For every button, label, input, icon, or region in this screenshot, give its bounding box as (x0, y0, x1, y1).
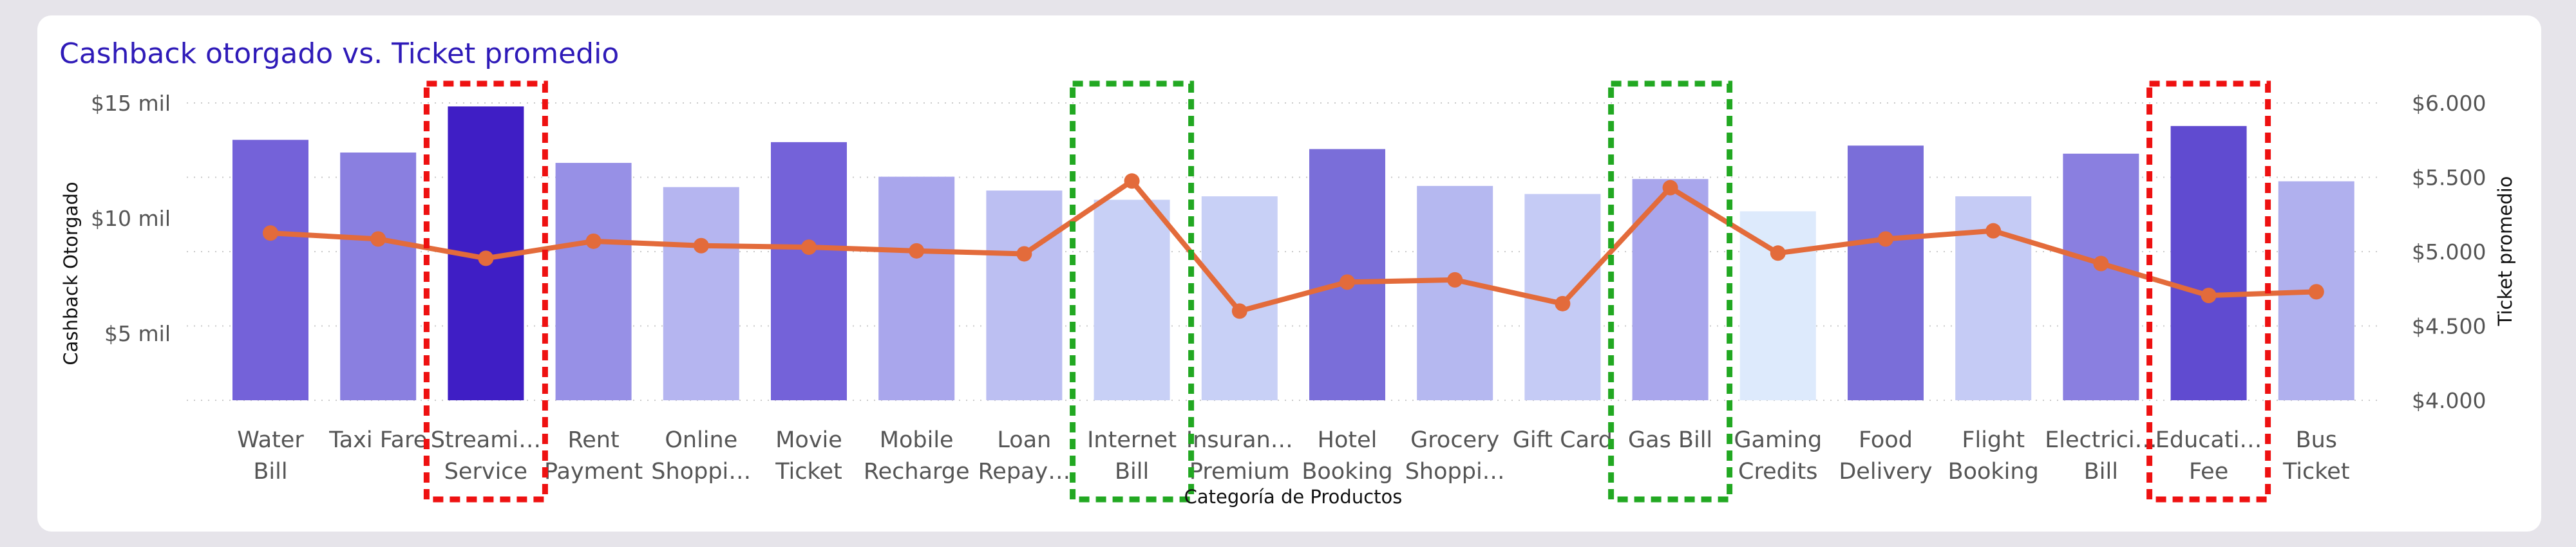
line-point[interactable] (1555, 295, 1571, 311)
category-label: Grocery Shoppi… (1405, 427, 1505, 485)
highlight-box (1070, 80, 1195, 503)
ticket-line (270, 178, 2316, 314)
line-point[interactable] (1878, 231, 1893, 247)
bar[interactable] (663, 187, 739, 400)
bar[interactable] (1417, 185, 1493, 400)
category-label: Streami… Service (431, 427, 541, 485)
category-label: Educati… Fee (2155, 427, 2262, 485)
line-point[interactable] (585, 233, 601, 249)
right-axis-ticks: $4.000 $4.500 $5.000 $5.500 $6.000 (2412, 91, 2486, 413)
category-label: Insuran… Premium (1186, 427, 1293, 485)
right-tick-label: $5.000 (2412, 239, 2486, 264)
right-tick-label: $4.000 (2412, 388, 2486, 413)
bar[interactable] (986, 190, 1063, 400)
line-point[interactable] (370, 231, 386, 247)
category-label: Gaming Credits (1734, 427, 1822, 485)
x-axis-title: Categoría de Productos (1184, 486, 1403, 508)
line-point[interactable] (1124, 173, 1140, 189)
category-label: Loan Repay… (978, 427, 1071, 485)
line-point[interactable] (1662, 180, 1678, 196)
category-label: Electrici… Bill (2045, 427, 2157, 485)
category-label: Rent Payment (544, 427, 643, 485)
bar[interactable] (1632, 179, 1709, 400)
left-tick-label: $10 mil (91, 206, 171, 231)
line-point[interactable] (801, 239, 817, 255)
line-point[interactable] (909, 243, 925, 259)
bar[interactable] (340, 153, 417, 400)
line-point[interactable] (2308, 284, 2324, 300)
line-point[interactable] (1985, 223, 2002, 239)
line-point[interactable] (2201, 288, 2217, 304)
y-axis-right-title: Ticket promedio (2494, 176, 2516, 327)
bar[interactable] (878, 176, 955, 400)
line-point[interactable] (1340, 274, 1355, 290)
bar[interactable] (771, 142, 847, 400)
line-point[interactable] (1770, 245, 1786, 261)
highlight-box (423, 80, 548, 503)
line-point[interactable] (478, 250, 494, 266)
bar[interactable] (2063, 153, 2139, 400)
line-point[interactable] (263, 225, 278, 241)
highlight-box (2146, 80, 2271, 503)
category-label: Gift Card (1513, 427, 1613, 453)
line-point[interactable] (693, 237, 709, 254)
category-label: Online Shoppi… (651, 427, 751, 485)
gridlines (187, 102, 2383, 401)
left-tick-label: $5 mil (104, 321, 171, 346)
bar[interactable] (1739, 211, 1816, 400)
y-axis-left-title: Cashback Otorgado (60, 181, 82, 365)
category-label: Hotel Booking (1302, 427, 1392, 485)
right-tick-label: $6.000 (2412, 91, 2486, 116)
bar[interactable] (2170, 125, 2247, 400)
bar[interactable] (1848, 145, 1924, 401)
line-point[interactable] (2093, 255, 2109, 272)
category-label: Food Delivery (1839, 427, 1932, 485)
category-label: Water Bill (237, 427, 304, 485)
right-tick-label: $4.500 (2412, 314, 2486, 339)
category-label: Gas Bill (1628, 427, 1712, 453)
category-label: Bus Ticket (2282, 427, 2350, 485)
bar[interactable] (1094, 199, 1170, 400)
category-label: Taxi Fare (328, 427, 427, 453)
bars (232, 106, 2354, 401)
line-point[interactable] (1016, 246, 1032, 262)
ticket-line-series (263, 173, 2324, 319)
highlight-box (1608, 80, 1733, 503)
line-point[interactable] (1447, 272, 1463, 288)
line-point[interactable] (1231, 303, 1247, 319)
right-tick-label: $5.500 (2412, 165, 2486, 190)
bar[interactable] (555, 163, 632, 400)
left-tick-label: $15 mil (91, 91, 171, 116)
bar[interactable] (232, 140, 308, 401)
highlight-boxes (423, 80, 2271, 503)
left-axis-ticks: $5 mil $10 mil $15 mil (91, 91, 171, 346)
category-label: Mobile Recharge (864, 427, 970, 485)
bar[interactable] (1201, 196, 1278, 400)
category-label: Flight Booking (1948, 427, 2039, 485)
category-label: Movie Ticket (775, 427, 842, 485)
category-label: Internet Bill (1087, 427, 1177, 485)
chart-title: Cashback otorgado vs. Ticket promedio (59, 37, 620, 70)
